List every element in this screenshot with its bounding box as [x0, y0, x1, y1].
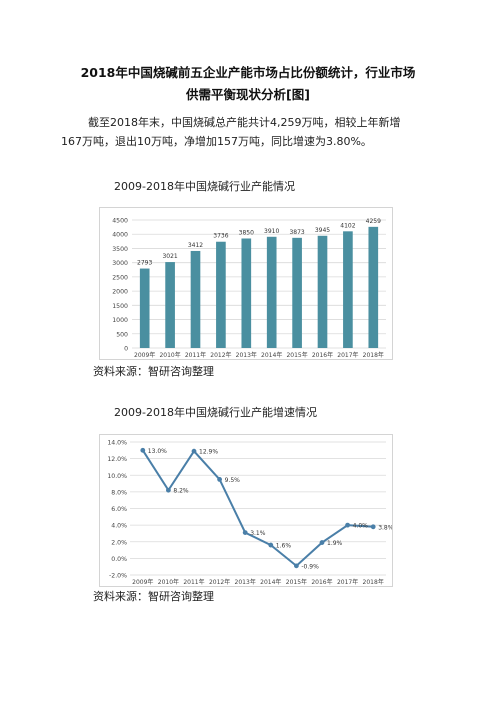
line-y-tick-label: 10.0%	[107, 473, 127, 480]
line-y-tick-label: 12.0%	[107, 456, 127, 463]
growth-point	[370, 524, 376, 530]
bar-y-tick-label: 4500	[112, 218, 128, 225]
bar-y-tick-label: 3500	[112, 246, 128, 253]
line-x-tick-label: 2014年	[260, 578, 281, 586]
line-y-tick-label: 14.0%	[107, 440, 127, 447]
growth-line-chart: -2.0% 0.0% 2.0% 4.0% 6.0% 8.0% 10.0% 12.0% 14.0%…	[99, 434, 394, 587]
capacity-bar	[266, 236, 277, 348]
bar-data-label: 3021	[162, 253, 177, 260]
line-x-tick-label: 2018年	[363, 578, 384, 586]
growth-data-label: 1.9%	[327, 540, 343, 547]
growth-line-svg: -2.0% 0.0% 2.0% 4.0% 6.0% 8.0% 10.0% 12.0% 14.0%…	[107, 440, 393, 587]
line-x-tick-label: 2016年	[311, 578, 332, 586]
growth-point	[345, 522, 350, 528]
capacity-bar-svg: 0 500 1000 1500 2000 2500 3000 3500 4000 4500 2793…	[112, 218, 386, 359]
title-line-1: 2018年中国烧碱前五企业产能市场占比份额统计，行业市场	[80, 65, 416, 80]
growth-data-label: 1.6%	[276, 543, 292, 550]
line-x-tick-label: 2011年	[183, 578, 204, 586]
bar-data-label: 3736	[213, 233, 228, 240]
line-y-tick-label: 8.0%	[111, 489, 127, 496]
growth-point	[242, 530, 248, 536]
growth-data-label: 3.8%	[378, 524, 392, 531]
bar-x-tick-label: 2018年	[363, 351, 384, 359]
growth-point	[191, 448, 197, 454]
growth-data-label: 9.5%	[225, 477, 241, 484]
line-x-tick-label: 2015年	[286, 578, 307, 586]
bar-data-label: 3873	[289, 229, 304, 236]
bar-data-label: 4259	[366, 218, 381, 225]
growth-point	[140, 447, 146, 453]
growth-point	[268, 542, 274, 548]
bar-y-tick-label: 4000	[112, 232, 128, 239]
growth-point	[319, 540, 325, 545]
line-x-tick-label: 2013年	[235, 578, 256, 586]
bar-x-tick-label: 2012年	[210, 351, 231, 359]
bar-x-tick-label: 2017年	[337, 351, 358, 359]
growth-point	[217, 477, 222, 482]
bar-x-tick-label: 2011年	[185, 351, 206, 359]
capacity-bar	[190, 250, 201, 348]
bar-data-label: 2793	[137, 260, 152, 267]
line-x-tick-label: 2009年	[132, 578, 153, 586]
growth-point	[294, 563, 299, 569]
growth-series-line	[141, 449, 374, 568]
bar-x-tick-label: 2015年	[286, 351, 307, 359]
article-title: 2018年中国烧碱前五企业产能市场占比份额统计，行业市场 供需平衡现状分析[图]	[40, 62, 456, 106]
bar-y-tick-label: 3000	[112, 260, 128, 267]
capacity-bar-chart: 0 500 1000 1500 2000 2500 3000 3500 4000 4500 2793…	[99, 207, 393, 360]
bar-y-tick-label: 0	[124, 346, 128, 353]
capacity-bar	[368, 226, 379, 348]
bar-x-tick-label: 2009年	[134, 351, 155, 359]
capacity-bar	[241, 238, 252, 348]
capacity-bar	[292, 237, 302, 348]
chart1-source: 资料来源：智研咨询整理	[93, 365, 214, 378]
bar-data-label: 3412	[188, 242, 203, 249]
line-x-tick-label: 2010年	[158, 578, 179, 586]
bar-y-tick-label: 500	[116, 331, 128, 338]
bar-x-tick-label: 2016年	[312, 351, 333, 359]
bar-x-tick-label: 2014年	[261, 351, 282, 359]
bar-data-label: 4102	[340, 222, 355, 229]
chart2-caption: 2009-2018年中国烧碱行业产能增速情况	[114, 406, 317, 419]
bar-y-tick-label: 2000	[112, 289, 128, 296]
bar-x-tick-label: 2010年	[159, 351, 180, 359]
capacity-bar	[216, 241, 226, 348]
chart1-caption: 2009-2018年中国烧碱行业产能情况	[114, 180, 295, 193]
line-y-tick-label: 0.0%	[111, 556, 127, 563]
bar-x-tick-label: 2013年	[236, 351, 257, 359]
capacity-bar	[317, 235, 328, 348]
growth-data-label: -0.9%	[301, 563, 319, 570]
bar-y-tick-label: 2500	[112, 274, 128, 281]
line-y-tick-label: -2.0%	[109, 573, 127, 580]
bar-y-tick-label: 1500	[112, 303, 128, 310]
bar-data-label: 3850	[239, 229, 254, 236]
bar-data-label: 3910	[264, 228, 279, 235]
line-x-tick-label: 2017年	[337, 578, 358, 586]
capacity-bar	[165, 262, 175, 348]
capacity-bar	[139, 268, 150, 348]
title-line-2: 供需平衡现状分析[图]	[186, 87, 310, 102]
intro-paragraph: 截至2018年末，中国烧碱总产能共计4,259万吨，相较上年新增167万吨，退出…	[61, 116, 401, 148]
growth-data-label: 12.9%	[199, 449, 218, 456]
growth-point	[166, 487, 171, 493]
bar-data-label: 3945	[315, 227, 330, 234]
line-y-tick-label: 2.0%	[111, 539, 127, 546]
line-y-tick-label: 6.0%	[111, 506, 127, 513]
bar-y-tick-label: 1000	[112, 317, 128, 324]
growth-data-label: 13.0%	[148, 448, 167, 455]
growth-data-label: 3.1%	[250, 530, 266, 537]
chart2-source: 资料来源：智研咨询整理	[93, 590, 214, 603]
growth-data-label: 8.2%	[173, 488, 189, 495]
line-y-tick-label: 4.0%	[111, 523, 127, 530]
capacity-bar	[343, 231, 353, 348]
growth-data-label: 4.0%	[353, 523, 369, 530]
line-x-tick-label: 2012年	[209, 578, 230, 586]
